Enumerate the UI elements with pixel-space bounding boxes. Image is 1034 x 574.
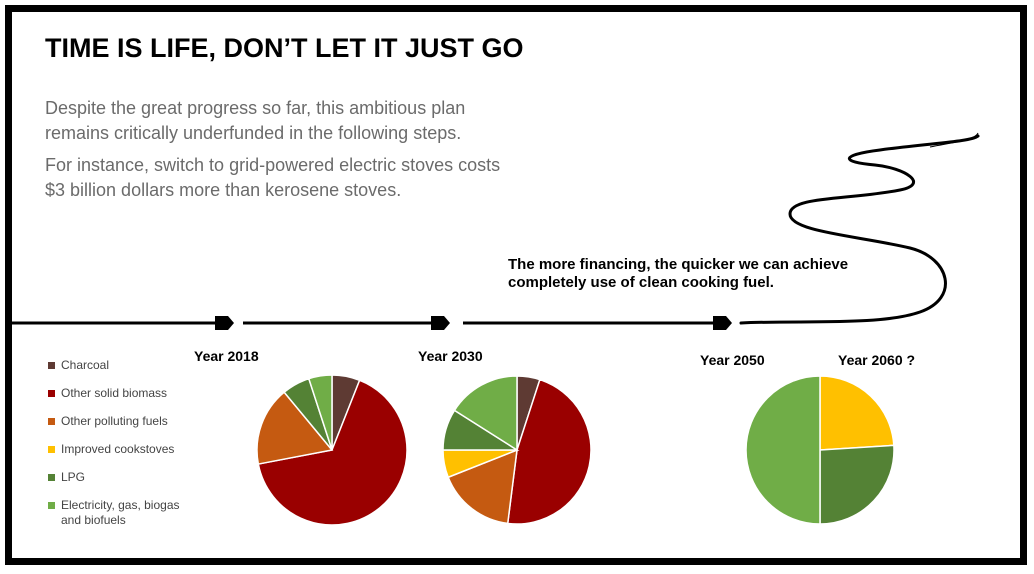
legend-swatch [48,474,55,481]
pie-slice-1-electricity-gas-biogas-and-biofuels [307,374,333,451]
legend-swatch [48,390,55,397]
financing-callout: The more financing, the quicker we can a… [508,256,849,291]
legend-item: Improved cookstoves [48,442,201,457]
year-2030-label: Year 2030 [418,348,483,364]
legend-label: Electricity, gas, biogas and biofuels [61,498,180,527]
pie-slice-3-electricity-gas-biogas-and-biofuels [745,375,821,525]
legend-item: LPG [48,470,201,485]
legend-swatch [48,362,55,369]
legend-label: Improved cookstoves [61,442,175,456]
timeline-arrow-2 [431,316,450,330]
timeline-arrow-1 [215,316,234,330]
legend-item: Other solid biomass [48,386,201,401]
paragraph-progress: Despite the great progress so far, this … [45,98,466,143]
pie-slice-3-lpg [819,444,895,525]
timeline-arrow-3 [713,316,732,330]
legend-swatch [48,502,55,509]
legend-swatch [48,418,55,425]
winding-road-tail [929,132,979,148]
legend-label: Charcoal [61,358,110,372]
year-2060-label: Year 2060 ? [838,352,916,368]
legend-item: Other polluting fuels [48,414,201,429]
pie-slice-2-other-polluting-fuels [447,448,518,525]
legend-swatch [48,446,55,453]
winding-road-path [739,134,980,325]
pie-slice-1-other-polluting-fuels [256,391,334,465]
legend-label: Other solid biomass [61,386,168,400]
pie-slice-1-other-solid-biomass [257,379,408,526]
pie-slice-2-electricity-gas-biogas-and-biofuels [453,375,518,452]
legend-label: LPG [61,470,86,484]
paragraph-cost: For instance, switch to grid-powered ele… [45,155,501,200]
pie-slice-3-improved-cookstoves [819,375,895,451]
legend-item: Charcoal [48,358,201,373]
slide-title: TIME IS LIFE, DON’T LET IT JUST GO [45,33,524,63]
pie-slice-2-other-solid-biomass [506,378,592,525]
year-2050-label: Year 2050 [700,352,765,368]
legend-item: Electricity, gas, biogas and biofuels [48,498,201,528]
legend-label: Other polluting fuels [61,414,168,428]
year-2018-label: Year 2018 [194,348,259,364]
